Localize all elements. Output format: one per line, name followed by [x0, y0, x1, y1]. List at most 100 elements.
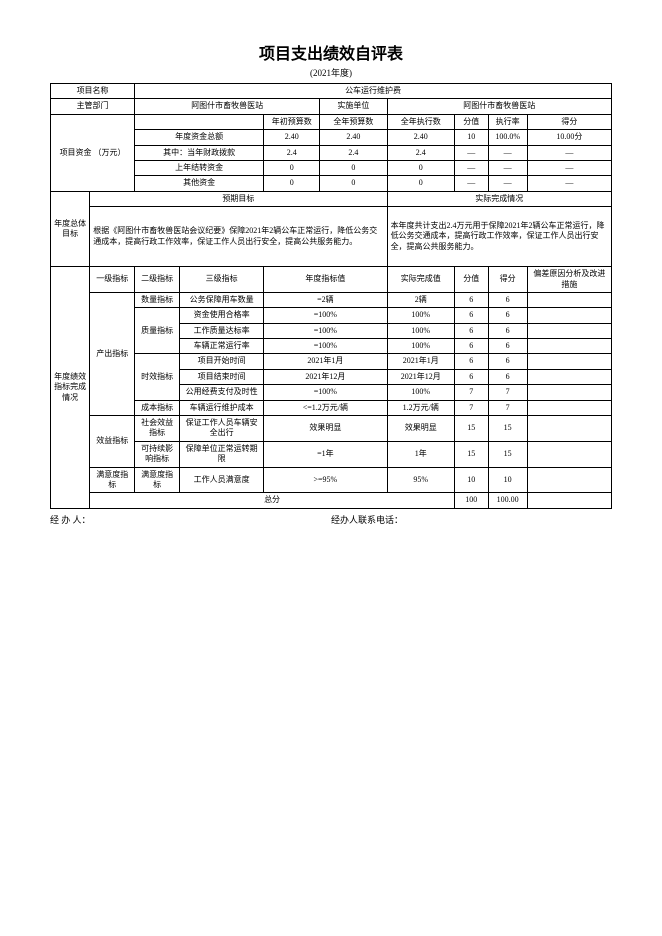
cell: =100%	[264, 339, 387, 354]
goal-section-label: 年度总体目标	[51, 191, 90, 266]
cell: 公务保障用车数量	[180, 292, 264, 307]
cell: 6	[454, 339, 488, 354]
cell	[527, 308, 611, 323]
cell: 6	[454, 369, 488, 384]
cell: 7	[488, 400, 527, 415]
indicator-row: 可持续影响指标 保障单位正常运转期限 =1年 1年 15 15	[51, 441, 612, 467]
cell: 保证工作人员车辆安全出行	[180, 416, 264, 442]
indicator-row: 效益指标 社会效益指标 保证工作人员车辆安全出行 效果明显 效果明显 15 15	[51, 416, 612, 442]
cell: 2.40	[320, 130, 387, 145]
cell: 10	[488, 467, 527, 493]
fund-row: 上年结转资金 0 0 0 — — —	[51, 160, 612, 175]
cell: 工作人员满意度	[180, 467, 264, 493]
cell: 项目结束时间	[180, 369, 264, 384]
cell: 0	[387, 160, 454, 175]
year-label: (2021年度)	[50, 66, 612, 79]
ind-col-8: 偏差原因分析及改进措施	[527, 267, 611, 293]
cell: 6	[488, 292, 527, 307]
cell: 2.4	[264, 145, 320, 160]
ind-col-6: 分值	[454, 267, 488, 293]
cell: 6	[488, 354, 527, 369]
cell: 2.40	[264, 130, 320, 145]
cell: —	[527, 160, 611, 175]
cell: 2辆	[387, 292, 454, 307]
cell: 成本指标	[135, 400, 180, 415]
total-blank	[527, 493, 611, 508]
ind-col-7: 得分	[488, 267, 527, 293]
fund-row: 年度资金总额 2.40 2.40 2.40 10 100.0% 10.00分	[51, 130, 612, 145]
cell: 10	[454, 130, 488, 145]
cell: 满意度指标	[90, 467, 135, 493]
cell: —	[488, 145, 527, 160]
cell: =100%	[264, 308, 387, 323]
cell: 效果明显	[387, 416, 454, 442]
cell: 资金使用合格率	[180, 308, 264, 323]
cell: 项目开始时间	[180, 354, 264, 369]
total-row: 总分 100 100.00	[51, 493, 612, 508]
cell: 车辆正常运行率	[180, 339, 264, 354]
cell: 6	[454, 308, 488, 323]
goal-actual-text: 本年度共计支出2.4万元用于保障2021年2辆公车正常运行，降低公务交通成本，提…	[387, 207, 611, 267]
cell: =2辆	[264, 292, 387, 307]
cell: 效果明显	[264, 416, 387, 442]
project-name-value: 公车运行维护费	[135, 84, 612, 99]
cell: 7	[454, 400, 488, 415]
cell	[527, 400, 611, 415]
footer-right: 经办人联系电话：	[331, 513, 612, 526]
cell	[527, 323, 611, 338]
cell: —	[527, 176, 611, 191]
indicator-row: 产出指标 数量指标 公务保障用车数量 =2辆 2辆 6 6	[51, 292, 612, 307]
total-score: 100	[454, 493, 488, 508]
cell	[527, 369, 611, 384]
cell: 数量指标	[135, 292, 180, 307]
cell: >=95%	[264, 467, 387, 493]
indicator-row: 成本指标 车辆运行维护成本 <=1.2万元/辆 1.2万元/辆 7 7	[51, 400, 612, 415]
cell: 6	[488, 323, 527, 338]
fund-col-3: 全年执行数	[387, 114, 454, 129]
indicator-row: 时效指标 项目开始时间 2021年1月 2021年1月 6 6	[51, 354, 612, 369]
cell: 0	[264, 160, 320, 175]
fund-col-blank	[135, 114, 264, 129]
cell: —	[454, 176, 488, 191]
cell: —	[488, 160, 527, 175]
cell: 7	[488, 385, 527, 400]
cell: —	[527, 145, 611, 160]
ind-col-4: 年度指标值	[264, 267, 387, 293]
cell: —	[488, 176, 527, 191]
cell: 2021年1月	[264, 354, 387, 369]
cell	[527, 354, 611, 369]
cell: 2021年1月	[387, 354, 454, 369]
cell: =100%	[264, 385, 387, 400]
indicator-row: 满意度指标 满意度指标 工作人员满意度 >=95% 95% 10 10	[51, 467, 612, 493]
cell: 满意度指标	[135, 467, 180, 493]
cell: 时效指标	[135, 354, 180, 400]
cell: 2021年12月	[264, 369, 387, 384]
cell: 15	[454, 441, 488, 467]
cell	[527, 467, 611, 493]
cell: 15	[488, 416, 527, 442]
fund-col-4: 分值	[454, 114, 488, 129]
fund-col-6: 得分	[527, 114, 611, 129]
cell: 6	[454, 292, 488, 307]
fund-row: 其中：当年财政拨款 2.4 2.4 2.4 — — —	[51, 145, 612, 160]
cell: 其中：当年财政拨款	[135, 145, 264, 160]
total-label: 总分	[90, 493, 455, 508]
cell: 0	[320, 176, 387, 191]
cell: 车辆运行维护成本	[180, 400, 264, 415]
cell: —	[454, 145, 488, 160]
cell: 公用经费支付及时性	[180, 385, 264, 400]
fund-col-1: 年初预算数	[264, 114, 320, 129]
cell: 质量指标	[135, 308, 180, 354]
page-title: 项目支出绩效自评表	[50, 40, 612, 64]
cell: 社会效益指标	[135, 416, 180, 442]
cell: 7	[454, 385, 488, 400]
cell: 6	[488, 308, 527, 323]
cell: 其他资金	[135, 176, 264, 191]
total-got: 100.00	[488, 493, 527, 508]
cell: 10	[454, 467, 488, 493]
cell	[527, 441, 611, 467]
cell: 6	[488, 339, 527, 354]
cell: 2021年12月	[387, 369, 454, 384]
cell	[527, 416, 611, 442]
cell: 6	[488, 369, 527, 384]
